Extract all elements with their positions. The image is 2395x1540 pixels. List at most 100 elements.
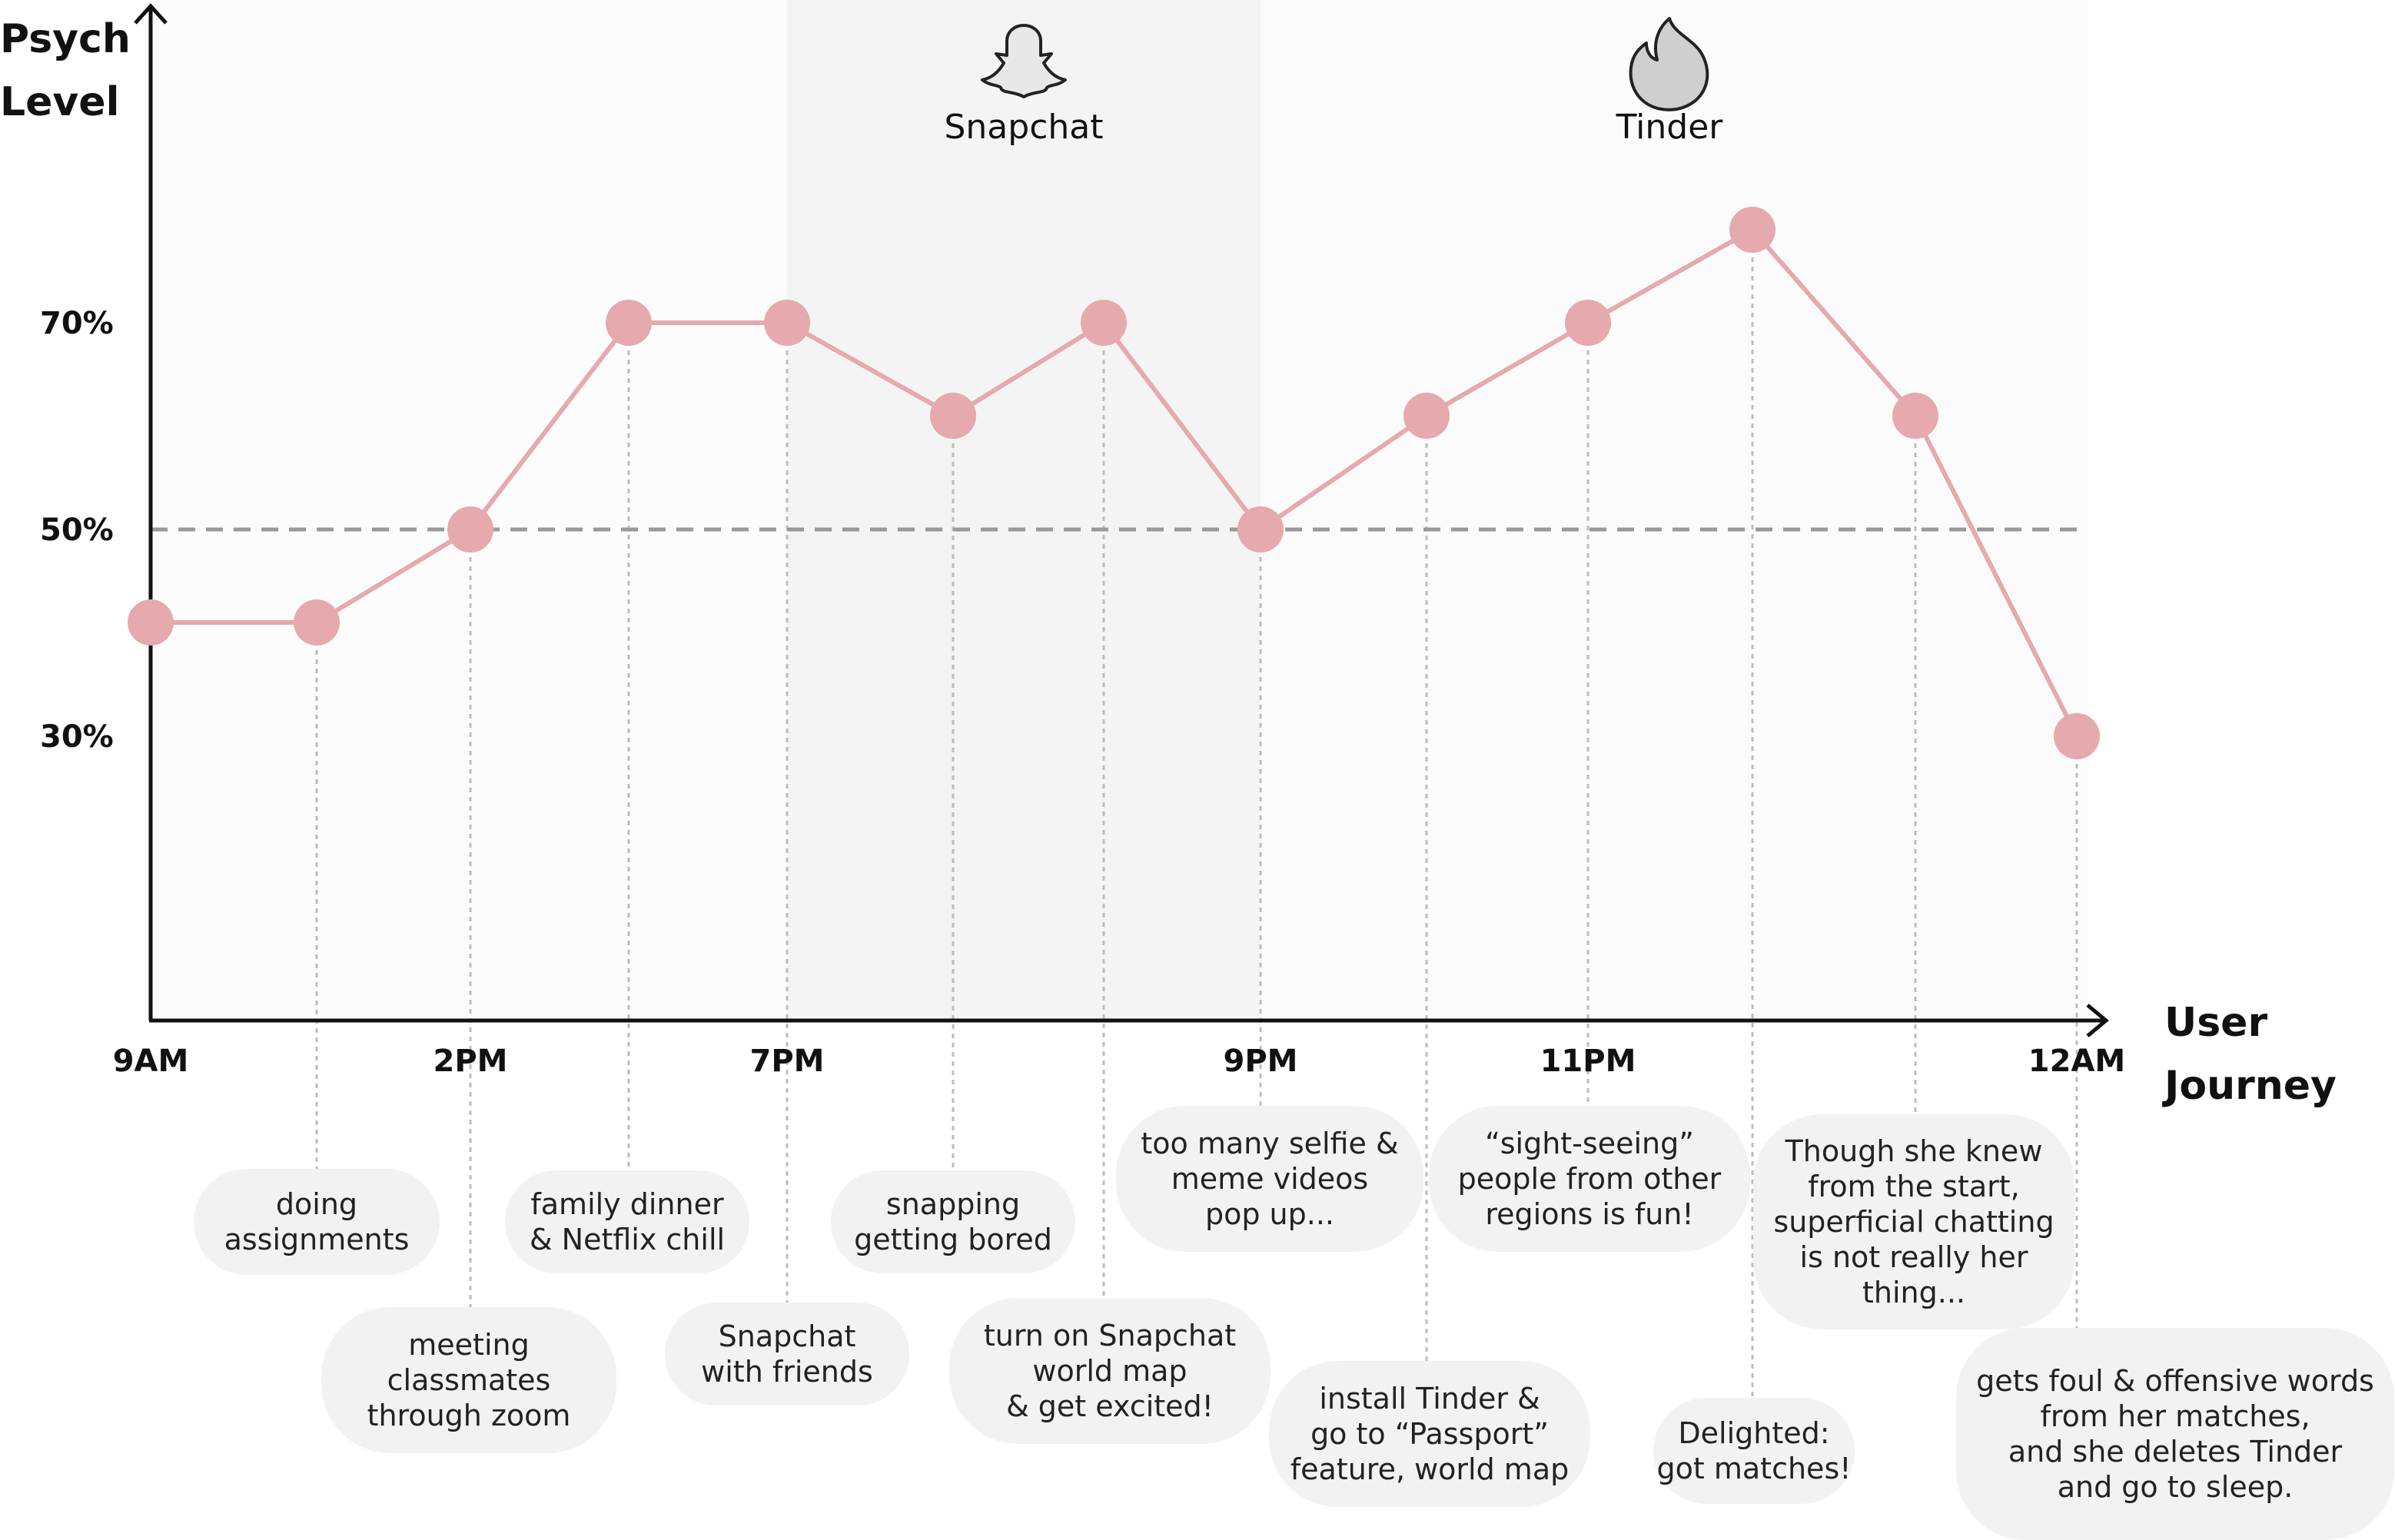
x-tick-label: 7PM: [750, 1044, 825, 1079]
caption-line: superficial chatting: [1773, 1205, 2054, 1239]
caption-line: snapping: [886, 1187, 1020, 1221]
background-regions: [151, 0, 2088, 1021]
caption-bubble-shape: [1269, 1361, 1590, 1507]
caption-line: through zoom: [367, 1399, 571, 1432]
data-point: [2054, 713, 2100, 759]
x-tick-label: 12AM: [2028, 1044, 2125, 1079]
data-point: [1237, 506, 1284, 553]
x-axis-arrow-icon: [2086, 1004, 2109, 1037]
caption-line: too many selfie &: [1141, 1127, 1398, 1160]
caption-line: is not really her: [1800, 1240, 2028, 1274]
caption-bubble-shape: [194, 1169, 440, 1275]
caption-line: turn on Snapchat: [984, 1319, 1236, 1352]
caption-text: “sight-seeing” people from other regions i…: [1458, 1127, 1722, 1231]
tinder-region: [1261, 0, 2077, 1021]
caption-line: “sight-seeing”: [1485, 1127, 1694, 1160]
caption-bubble: “sight-seeing” people from other regions i…: [1429, 1106, 1750, 1252]
caption-line: and she deletes Tinder: [2008, 1435, 2343, 1469]
caption-bubble: turn on Snapchat world map & get excited!: [949, 1298, 1271, 1444]
caption-line: & Netflix chill: [530, 1223, 725, 1256]
y-tick-labels: 70% 50% 30%: [40, 306, 114, 755]
caption-line: with friends: [701, 1355, 873, 1389]
data-point: [930, 393, 976, 440]
caption-line: family dinner: [530, 1187, 724, 1221]
caption-line: people from other: [1458, 1162, 1722, 1196]
caption-line: thing...: [1862, 1276, 1965, 1309]
data-point: [1403, 393, 1450, 440]
caption-bubble: install Tinder & go to “Passport” feature,…: [1269, 1361, 1590, 1507]
caption-bubble-shape: [1753, 1114, 2074, 1329]
caption-text: doing assignments: [224, 1187, 410, 1256]
x-tick-label: 9AM: [113, 1044, 189, 1079]
tinder-region-label: Tinder: [1616, 108, 1724, 147]
caption-bubble-shape: [1429, 1106, 1750, 1252]
x-tick-labels: 9AM 2PM 7PM 9PM 11PM 12AM: [113, 1044, 2126, 1079]
caption-line: & get excited!: [1006, 1389, 1214, 1423]
caption-bubble: Snapchat with friends: [665, 1303, 909, 1406]
caption-line: and go to sleep.: [2058, 1470, 2294, 1504]
data-point: [764, 300, 810, 346]
data-points: [128, 206, 2100, 759]
y-axis-title: Psych Level: [0, 16, 144, 125]
y-axis-arrow-icon: [134, 3, 168, 25]
caption-line: got matches!: [1657, 1452, 1852, 1485]
caption-text: meeting classmates through zoom: [367, 1328, 571, 1432]
caption-line: doing: [276, 1187, 357, 1221]
caption-text: too many selfie & meme videos pop up...: [1141, 1127, 1398, 1231]
y-tick-label: 50%: [40, 513, 114, 548]
snapchat-ghost-icon: [981, 24, 1067, 98]
caption-bubble: too many selfie & meme videos pop up...: [1116, 1106, 1423, 1252]
y-tick-label: 70%: [40, 306, 114, 341]
caption-line: meeting: [408, 1328, 529, 1362]
caption-line: from her matches,: [2040, 1399, 2310, 1433]
x-tick-label: 9PM: [1224, 1044, 1298, 1079]
caption-line: assignments: [224, 1223, 410, 1256]
caption-bubbles: doing assignments meeting classmates through…: [194, 1106, 2394, 1540]
caption-bubble: meeting classmates through zoom: [321, 1307, 616, 1453]
caption-line: Though she knew: [1785, 1134, 2043, 1168]
caption-text: Snapchat with friends: [701, 1319, 873, 1389]
caption-connectors: [315, 229, 2078, 1398]
caption-bubble-shape: [321, 1307, 616, 1453]
caption-line: classmates: [387, 1363, 551, 1397]
data-point: [294, 599, 340, 646]
data-point: [1729, 206, 1775, 253]
x-tick-label: 2PM: [433, 1044, 508, 1079]
caption-bubble: gets foul & offensive words from her matc…: [1956, 1328, 2394, 1540]
caption-line: go to “Passport”: [1310, 1417, 1549, 1451]
caption-line: gets foul & offensive words: [1976, 1364, 2374, 1398]
caption-bubble: family dinner & Netflix chill: [505, 1170, 749, 1273]
caption-line: pop up...: [1205, 1197, 1334, 1231]
caption-bubble-shape: [1116, 1106, 1423, 1252]
caption-line: Snapchat: [719, 1319, 856, 1353]
data-point: [1892, 393, 1938, 440]
caption-text: Delighted: got matches!: [1657, 1416, 1852, 1485]
axes: [134, 3, 2109, 1037]
caption-bubble-shape: [665, 1303, 909, 1406]
caption-line: world map: [1032, 1354, 1187, 1388]
caption-bubble: Though she knew from the start, superficia…: [1753, 1114, 2074, 1329]
caption-line: feature, world map: [1291, 1452, 1569, 1486]
caption-bubble-shape: [949, 1298, 1271, 1444]
caption-bubble-shape: [505, 1170, 749, 1273]
data-point: [128, 599, 174, 646]
data-point: [1565, 300, 1611, 346]
caption-text: turn on Snapchat world map & get excited!: [984, 1319, 1236, 1423]
caption-line: from the start,: [1808, 1170, 2020, 1203]
data-point: [1081, 300, 1127, 346]
data-point: [447, 506, 493, 553]
caption-line: meme videos: [1171, 1162, 1368, 1196]
caption-line: install Tinder &: [1319, 1382, 1540, 1416]
caption-line: regions is fun!: [1485, 1197, 1693, 1231]
caption-bubble: snapping getting bored: [831, 1170, 1075, 1273]
caption-bubble-shape: [831, 1170, 1075, 1273]
caption-text: gets foul & offensive words from her matc…: [1976, 1364, 2374, 1504]
caption-text: snapping getting bored: [854, 1187, 1052, 1256]
caption-text: Though she knew from the start, superficia…: [1773, 1134, 2054, 1309]
caption-bubble: doing assignments: [194, 1169, 440, 1275]
caption-bubble-shape: [1956, 1328, 2394, 1540]
tinder-flame-icon: [1629, 17, 1709, 111]
caption-text: install Tinder & go to “Passport” feature,…: [1291, 1382, 1569, 1486]
caption-bubble-shape: [1653, 1398, 1855, 1504]
